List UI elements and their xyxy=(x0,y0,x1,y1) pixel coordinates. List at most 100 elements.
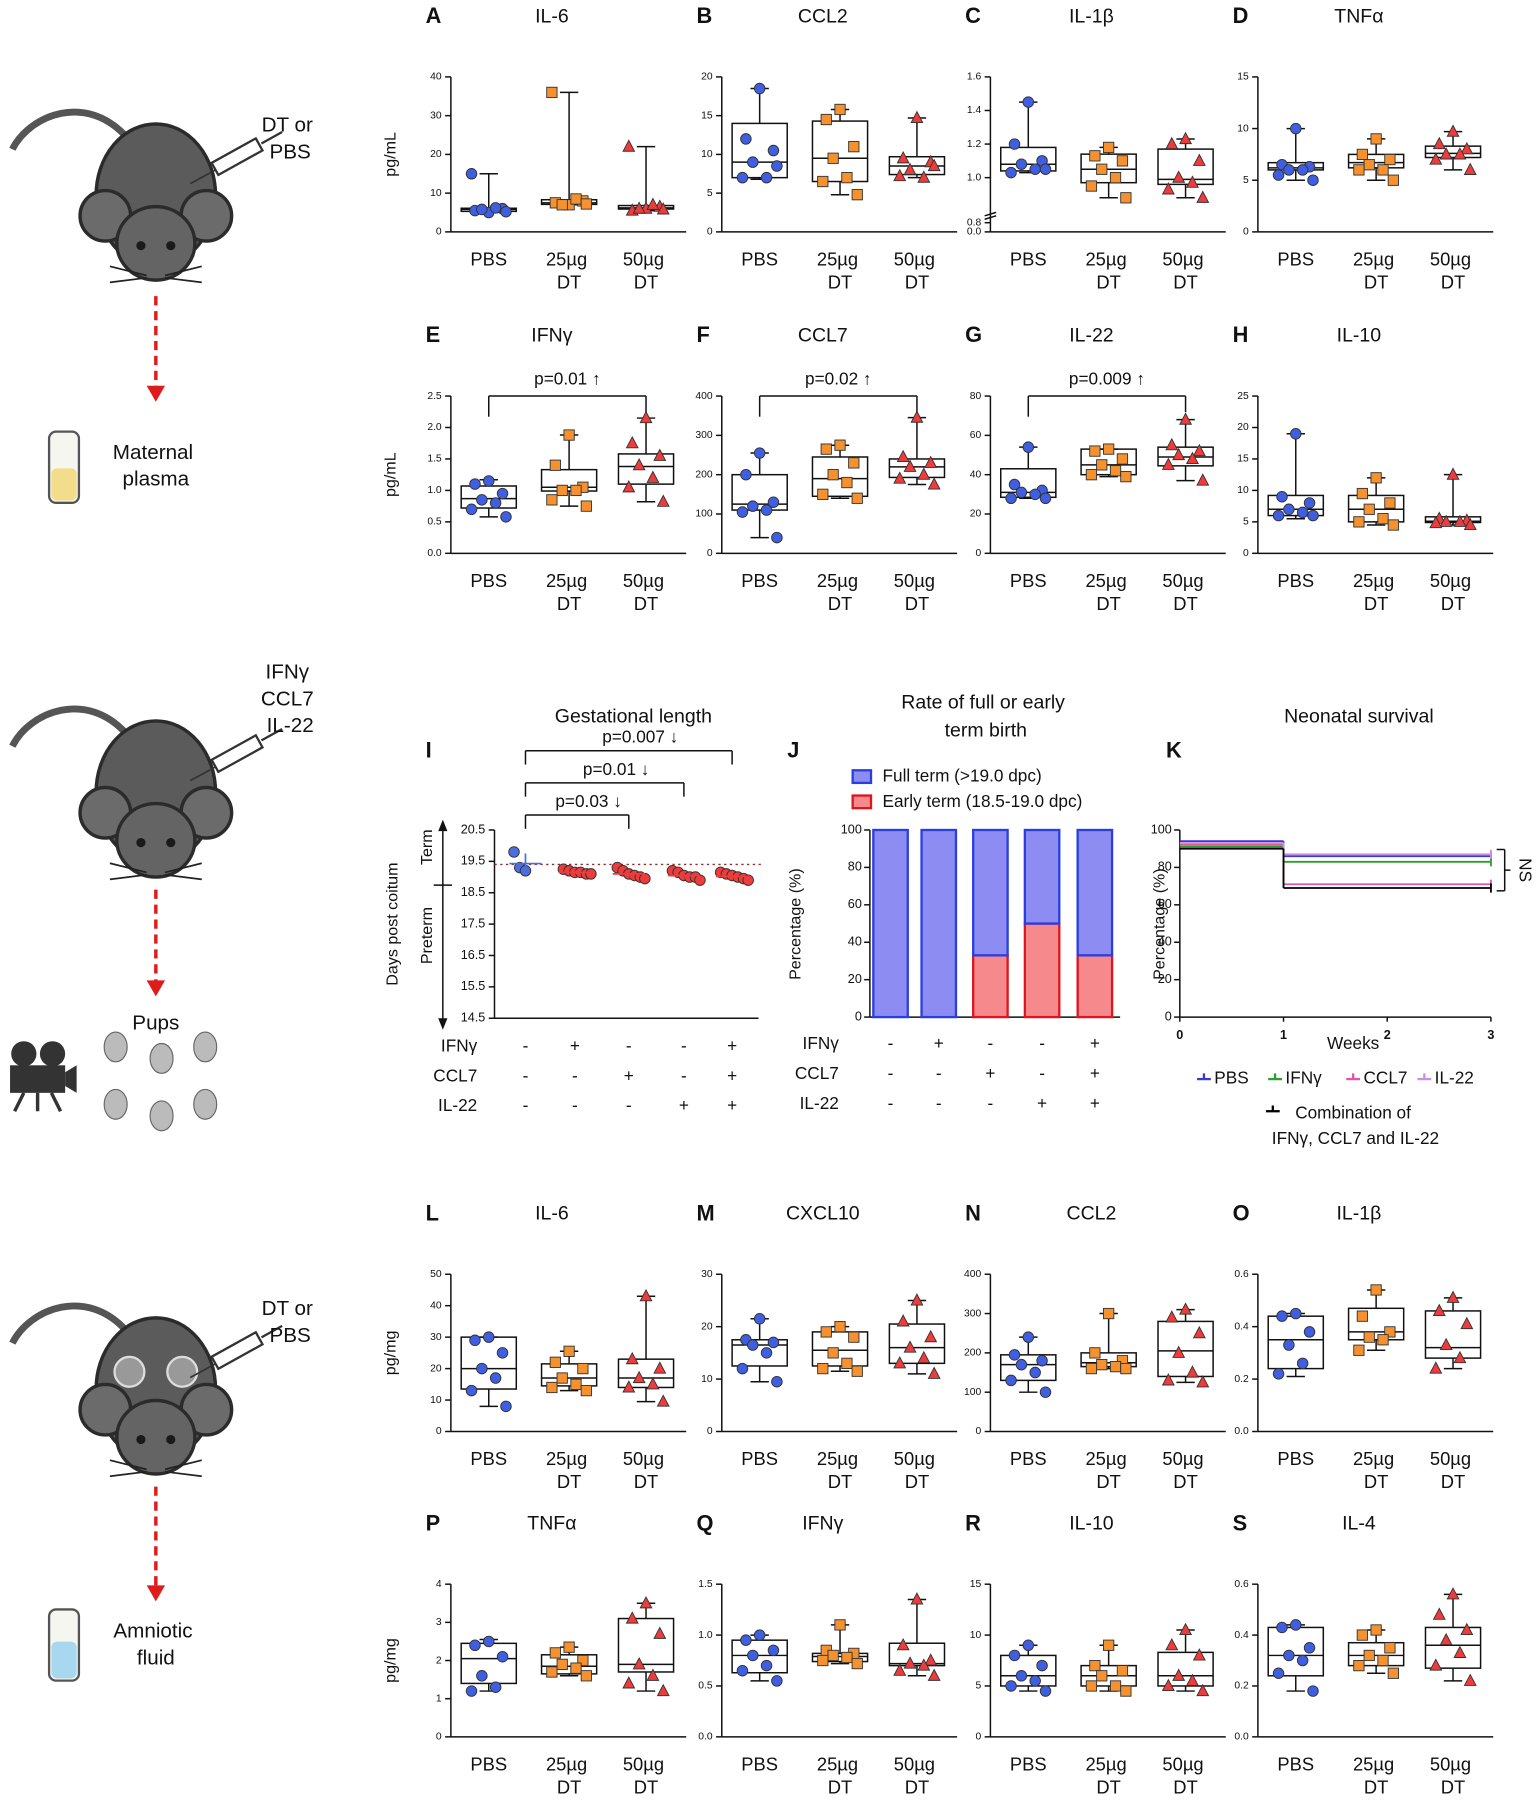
y-tick-label: 0.0 xyxy=(1234,1426,1249,1437)
y-tick-label: 20 xyxy=(701,72,713,83)
data-point xyxy=(465,503,478,516)
panel-title: IFNγ xyxy=(531,325,572,347)
condition-label: IL-22 xyxy=(800,1093,839,1113)
condition-label: IFNγ xyxy=(803,1033,840,1053)
y-tick-label: 400 xyxy=(695,391,712,402)
data-point xyxy=(656,202,670,215)
data-point xyxy=(1276,1621,1288,1634)
data-point xyxy=(1446,1587,1460,1600)
panel-title: IL-4 xyxy=(1342,1513,1376,1535)
data-point xyxy=(1120,1362,1132,1375)
data-point xyxy=(653,1626,667,1639)
data-point xyxy=(903,459,917,472)
x-tick-label: 50µg DT xyxy=(623,1753,669,1797)
data-point xyxy=(1272,169,1285,181)
condition-value: + xyxy=(1090,1093,1100,1113)
data-point xyxy=(469,1334,481,1347)
data-point xyxy=(1165,136,1179,150)
y-tick-label: 1.5 xyxy=(698,1579,713,1590)
data-point xyxy=(1353,1344,1365,1356)
y-axis-label: Percentage (%) xyxy=(787,868,805,980)
tube-liquid xyxy=(51,468,77,501)
p-value: p=0.009 ↑ xyxy=(1069,369,1145,389)
y-tick-label: 10 xyxy=(970,1630,982,1641)
data-point xyxy=(1022,1331,1035,1343)
data-point xyxy=(736,1664,749,1677)
y-tick-label: 300 xyxy=(964,1308,981,1319)
x-tick-label: 25µg DT xyxy=(1353,570,1399,614)
data-point xyxy=(465,168,478,180)
arrow-head xyxy=(438,1018,448,1030)
data-point xyxy=(476,203,488,216)
y-tick-label: 10 xyxy=(701,149,713,160)
panel-title: Neonatal survival xyxy=(1284,706,1434,728)
data-point xyxy=(1276,1310,1288,1322)
y-tick-label: 25 xyxy=(1237,391,1249,402)
x-tick-label: 50µg DT xyxy=(1162,570,1208,614)
pup xyxy=(149,1042,174,1074)
data-point xyxy=(632,1370,646,1384)
data-point xyxy=(1039,1386,1052,1398)
data-point xyxy=(476,1362,488,1375)
panel-letter: K xyxy=(1166,738,1182,763)
data-point xyxy=(1192,1648,1206,1661)
data-point xyxy=(1116,155,1129,167)
y-tick-label: 0.0 xyxy=(1234,1732,1249,1743)
y-tick-label: 0.5 xyxy=(698,1681,713,1692)
data-point xyxy=(827,469,839,481)
y-tick-label: 1.0 xyxy=(427,485,442,496)
data-point xyxy=(747,156,759,168)
data-point xyxy=(1015,1358,1028,1371)
data-point xyxy=(851,1365,863,1377)
box xyxy=(888,1323,946,1365)
y-tick-label: 0 xyxy=(975,548,981,559)
x-tick-label: 25µg DT xyxy=(1085,248,1131,292)
data-point xyxy=(1460,1622,1474,1636)
x-tick-label: 50µg DT xyxy=(623,1448,669,1492)
data-point xyxy=(851,189,863,201)
y-tick-label: 2.5 xyxy=(427,391,442,402)
pups xyxy=(103,1031,218,1132)
y-tick-label: 40 xyxy=(430,72,442,83)
y-tick-label: 2.0 xyxy=(427,422,442,433)
pup xyxy=(149,1100,174,1132)
x-tick-label: 50µg DT xyxy=(1162,1448,1208,1492)
data-point xyxy=(632,1657,646,1670)
arrow-head xyxy=(146,1585,166,1602)
data-point xyxy=(1192,153,1206,166)
data-point xyxy=(469,478,481,490)
data-point xyxy=(570,484,582,497)
y-tick-label: 19.5 xyxy=(461,854,486,868)
data-point xyxy=(1453,147,1467,160)
y-tick-label: 60 xyxy=(1158,897,1172,911)
y-tick-label: 200 xyxy=(695,469,712,480)
data-point xyxy=(546,1666,558,1678)
y-tick-label: 40 xyxy=(970,469,982,480)
x-tick-label: PBS xyxy=(470,1448,507,1469)
data-point xyxy=(848,141,860,153)
data-point xyxy=(767,144,780,157)
data-point xyxy=(767,1336,780,1349)
data-point xyxy=(1283,1649,1295,1662)
data-point xyxy=(771,1375,783,1388)
data-point xyxy=(1353,164,1365,176)
data-point xyxy=(893,1663,907,1676)
panel-letter: D xyxy=(1233,3,1249,28)
data-point xyxy=(622,479,636,493)
data-point xyxy=(742,874,754,886)
data-point xyxy=(903,1340,917,1353)
y-tick-label: 15 xyxy=(701,110,713,121)
data-point xyxy=(639,410,653,424)
panel-letter: S xyxy=(1233,1510,1248,1535)
y-tick-label: 30 xyxy=(701,1269,713,1280)
tripod xyxy=(13,1092,63,1112)
data-point xyxy=(910,110,924,124)
y-tick-label: 10 xyxy=(430,1395,442,1406)
data-point xyxy=(500,511,512,523)
panel-title: IL-22 xyxy=(1069,325,1113,347)
data-point xyxy=(546,86,558,99)
data-point xyxy=(1085,469,1098,481)
panel-letter: J xyxy=(787,738,799,763)
condition-value: + xyxy=(727,1095,737,1115)
